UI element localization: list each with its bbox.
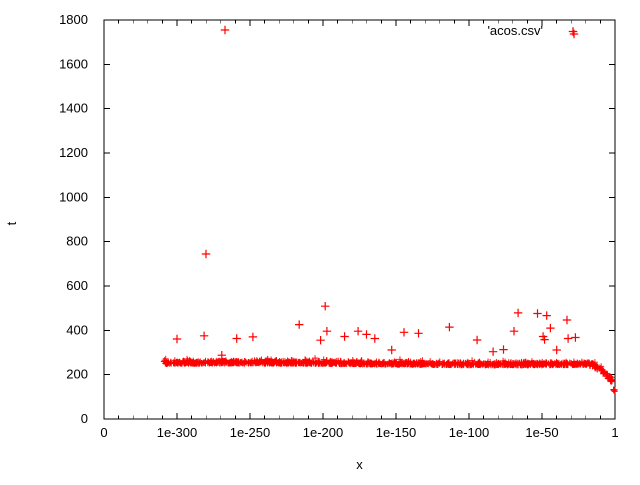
svg-text:1e-250: 1e-250 bbox=[230, 425, 270, 440]
svg-text:'acos.csv': 'acos.csv' bbox=[487, 23, 543, 38]
svg-text:1e-300: 1e-300 bbox=[157, 425, 197, 440]
svg-text:1000: 1000 bbox=[59, 189, 88, 204]
svg-text:1600: 1600 bbox=[59, 56, 88, 71]
svg-text:1400: 1400 bbox=[59, 101, 88, 116]
svg-text:1: 1 bbox=[611, 425, 618, 440]
svg-text:1e-150: 1e-150 bbox=[376, 425, 416, 440]
svg-text:1e-100: 1e-100 bbox=[449, 425, 489, 440]
svg-text:1800: 1800 bbox=[59, 12, 88, 27]
svg-text:400: 400 bbox=[66, 322, 88, 337]
svg-text:800: 800 bbox=[66, 234, 88, 249]
svg-text:0: 0 bbox=[100, 425, 107, 440]
svg-text:t: t bbox=[4, 221, 19, 225]
svg-text:1e-50: 1e-50 bbox=[525, 425, 558, 440]
svg-text:200: 200 bbox=[66, 367, 88, 382]
svg-text:x: x bbox=[356, 457, 363, 472]
svg-text:1200: 1200 bbox=[59, 145, 88, 160]
svg-text:0: 0 bbox=[81, 411, 88, 426]
svg-text:1e-200: 1e-200 bbox=[303, 425, 343, 440]
svg-text:600: 600 bbox=[66, 278, 88, 293]
